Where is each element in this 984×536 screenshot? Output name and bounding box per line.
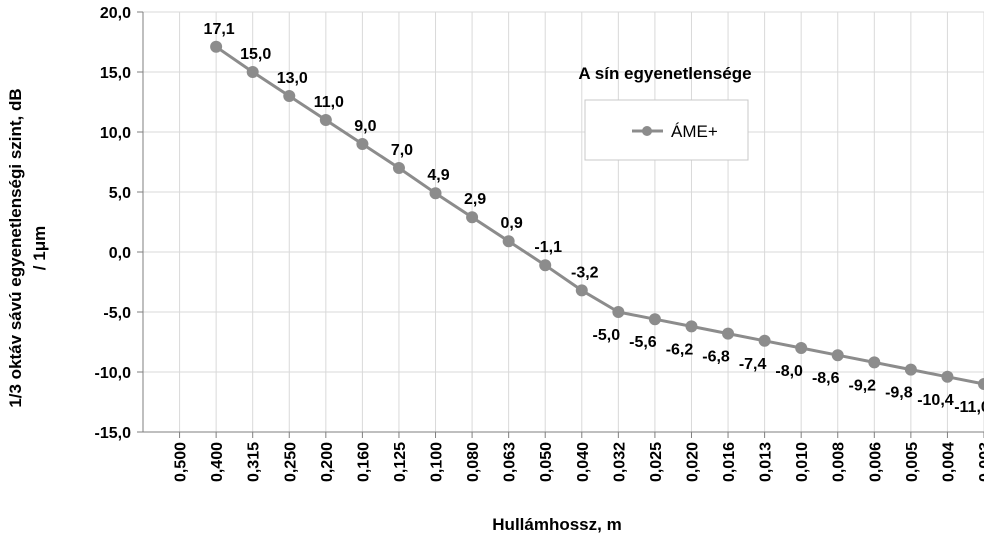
x-tick-label: 0,100 — [429, 442, 446, 482]
x-tick-label: 0,200 — [319, 442, 336, 482]
data-label: -7,4 — [739, 356, 767, 373]
data-label: -5,6 — [629, 334, 657, 351]
data-point — [648, 313, 661, 326]
x-tick-label: 0,010 — [794, 442, 811, 482]
x-tick-label: 0,125 — [392, 442, 409, 482]
data-point — [758, 334, 771, 347]
x-tick-label: 0,400 — [209, 442, 226, 482]
data-label: 4,9 — [427, 167, 449, 184]
series — [210, 40, 984, 390]
data-point — [612, 306, 625, 318]
data-point — [685, 320, 698, 333]
x-tick-label: 0,315 — [246, 442, 263, 482]
series-line — [215, 45, 984, 386]
data-label: 13,0 — [277, 70, 308, 87]
y-tick-label: 10,0 — [100, 125, 131, 142]
data-label: -5,0 — [593, 327, 621, 344]
legend-label: ÁME+ — [671, 122, 718, 141]
data-point — [941, 370, 954, 383]
data-label: 11,0 — [314, 94, 344, 111]
data-point — [429, 187, 442, 200]
data-point — [978, 378, 984, 390]
data-point — [904, 363, 917, 376]
data-point — [392, 162, 405, 174]
x-tick-label: 0,032 — [611, 442, 628, 482]
y-axis-title-line-2: / 1μm — [30, 226, 49, 270]
legend: ÁME+ — [584, 99, 749, 161]
data-label: 9,0 — [354, 118, 376, 135]
y-tick-label: 15,0 — [100, 65, 131, 82]
data-label: -8,0 — [775, 363, 803, 380]
data-point — [210, 40, 223, 53]
x-tick-label: 0,040 — [575, 442, 592, 482]
data-point — [466, 211, 479, 224]
data-point — [246, 66, 259, 78]
grid — [143, 11, 984, 433]
data-label: 2,9 — [464, 191, 486, 208]
y-tick-label: -5,0 — [103, 305, 131, 322]
x-tick-label: 0,013 — [758, 442, 775, 482]
data-label: 15,0 — [240, 46, 271, 63]
data-label: -6,2 — [666, 341, 694, 358]
data-label: 0,9 — [501, 215, 523, 232]
x-tick-label: 0,025 — [648, 442, 665, 482]
data-label: -3,2 — [571, 264, 599, 281]
data-labels: 17,1 15,0 13,0 11,0 9,0 7,0 4,9 2,9 0,9 -1,1 -3,2 -… — [204, 21, 984, 416]
y-tick-label: -15,0 — [95, 425, 132, 442]
x-tick-label: 0,063 — [502, 442, 519, 482]
y-tick-label: 20,0 — [100, 5, 131, 22]
x-tick-label: 0,005 — [904, 442, 921, 482]
data-point — [502, 235, 515, 248]
y-tick-labels: -15,0 -10,0 -5,0 0,0 5,0 10,0 15,0 20,0 — [95, 5, 132, 442]
x-tick-label: 0,006 — [867, 442, 884, 482]
y-tick-label: 5,0 — [109, 185, 131, 202]
data-point — [868, 356, 881, 369]
data-point — [575, 284, 588, 297]
x-tick-label: 0,008 — [831, 442, 848, 482]
chart-title: A sín egyenetlensége — [578, 64, 751, 83]
x-tick-label: 0,080 — [465, 442, 482, 482]
data-label: -10,4 — [917, 392, 954, 409]
x-tick-label: 0,004 — [940, 442, 957, 482]
data-point — [795, 342, 808, 354]
x-tick-labels: 0,500 0,400 0,315 0,250 0,200 0,160 0,125 0,100… — [173, 442, 984, 482]
data-label: -11,0 — [954, 399, 984, 416]
axes — [137, 11, 984, 438]
data-label: -1,1 — [534, 239, 562, 256]
data-label: -9,8 — [885, 385, 913, 402]
data-point — [356, 138, 369, 150]
legend-marker-swatch — [642, 126, 652, 136]
x-tick-label: 0,020 — [684, 442, 701, 482]
legend-box — [584, 99, 749, 161]
x-tick-label: 0,016 — [721, 442, 738, 482]
data-label: -6,8 — [702, 349, 730, 366]
y-axis-title-line-1: 1/3 oktáv sávú egyenetlenségi szint, dB — [6, 88, 25, 407]
x-tick-label: 0,003 — [977, 442, 984, 482]
data-point — [831, 349, 844, 362]
x-tick-label: 0,050 — [538, 442, 555, 482]
data-point — [283, 90, 296, 102]
data-point — [319, 114, 332, 126]
data-label: 17,1 — [204, 21, 235, 38]
x-tick-label: 0,500 — [173, 442, 190, 482]
data-point — [539, 259, 552, 272]
x-axis-title: Hullámhossz, m — [492, 515, 621, 534]
y-tick-label: 0,0 — [109, 245, 131, 262]
y-tick-label: -10,0 — [95, 365, 132, 382]
data-label: 7,0 — [391, 142, 413, 159]
x-tick-label: 0,160 — [355, 442, 372, 482]
data-point — [722, 327, 735, 340]
x-tick-label: 0,250 — [282, 442, 299, 482]
data-label: -9,2 — [849, 377, 877, 394]
data-label: -8,6 — [812, 370, 840, 387]
